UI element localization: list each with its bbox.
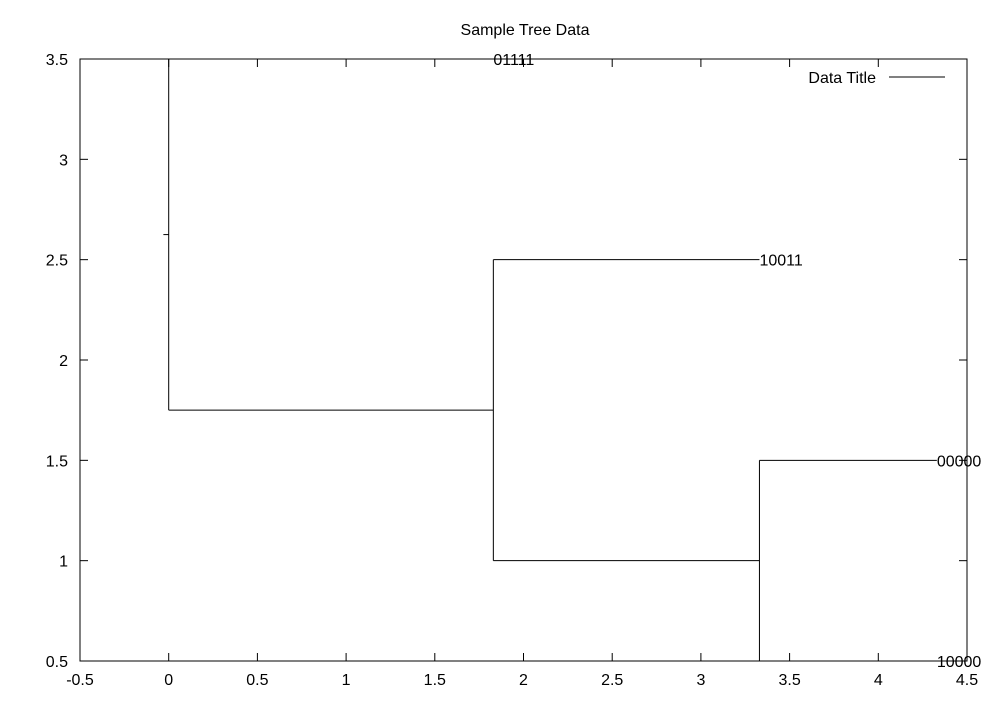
series-layer — [163, 58, 937, 662]
legend: Data Title — [808, 70, 945, 87]
y-axis: 0.5 1 1.5 2 2.5 3 3.5 — [46, 52, 967, 671]
x-tick-label: 1.5 — [424, 672, 446, 689]
x-tick-label: 3 — [696, 672, 705, 689]
legend-label: Data Title — [808, 70, 876, 87]
y-tick-label: 0.5 — [46, 654, 68, 671]
y-tick-label: 2.5 — [46, 253, 68, 270]
y-tick-label: 3 — [59, 152, 68, 169]
x-tick-label: -0.5 — [66, 672, 94, 689]
x-tick-label: 0 — [164, 672, 173, 689]
x-tick-label: 3.5 — [778, 672, 800, 689]
node-label: 10011 — [759, 253, 802, 270]
y-tick-label: 3.5 — [46, 52, 68, 69]
node-label: 10000 — [937, 654, 982, 671]
node-label: 00000 — [937, 453, 982, 470]
x-tick-label: 4 — [874, 672, 883, 689]
x-axis: -0.5 0 0.5 1 1.5 2 2.5 3 3.5 4 4.5 — [66, 59, 978, 689]
x-tick-label: 2.5 — [601, 672, 623, 689]
chart-title: Sample Tree Data — [461, 22, 590, 39]
x-tick-label: 2 — [519, 672, 528, 689]
x-tick-label: 0.5 — [246, 672, 268, 689]
annotation-layer: 01111 10011 00000 10000 — [493, 52, 981, 671]
y-tick-label: 2 — [59, 353, 68, 370]
y-tick-label: 1 — [59, 554, 68, 571]
node-label: 01111 — [493, 52, 534, 69]
x-tick-label: 4.5 — [956, 672, 978, 689]
plot-frame — [79, 58, 968, 662]
x-tick-label: 1 — [342, 672, 351, 689]
y-tick-label: 1.5 — [46, 453, 68, 470]
